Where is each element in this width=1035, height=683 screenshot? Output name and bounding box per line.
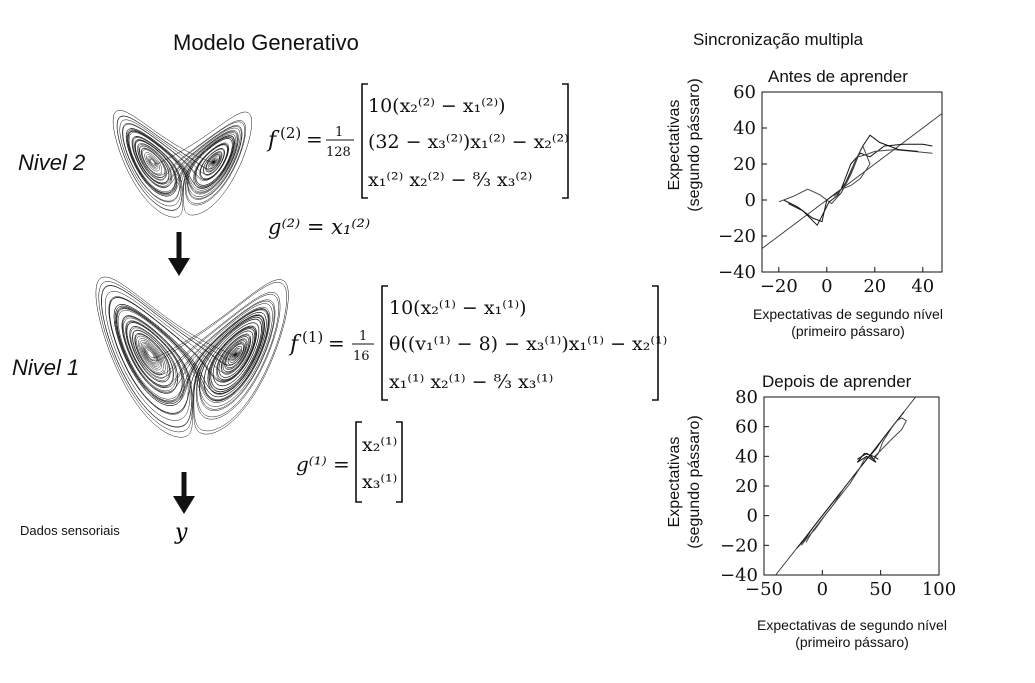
y-tick-label: 60 bbox=[735, 417, 758, 438]
f2-row-3: x₁⁽²⁾ x₂⁽²⁾ − ⁸⁄₃ x₃⁽²⁾ bbox=[368, 169, 532, 191]
x-tick-label: 20 bbox=[863, 276, 886, 297]
y-tick-label: 80 bbox=[735, 387, 758, 408]
level-2-label: Nivel 2 bbox=[18, 150, 86, 175]
plot-2-xlabel-line-1: Expectativas de segundo nível bbox=[757, 617, 947, 633]
x-tick-label: 40 bbox=[911, 276, 934, 297]
equation-f1: f (1) = 1 16 10(x₂⁽¹⁾ − x₁⁽¹⁾) θ((v₁⁽¹⁾ … bbox=[288, 285, 667, 401]
y-tick-label: −40 bbox=[720, 565, 758, 586]
x-tick-label: −50 bbox=[745, 579, 783, 600]
plot-2-ylabel-line-1: Expectativas bbox=[666, 436, 683, 528]
plot-2-after-learning: −50 0 50 100 −40 −20 0 20 40 60 80 bbox=[720, 387, 956, 600]
plot-1-xlabel-line-2: (primeiro pássaro) bbox=[791, 323, 905, 339]
y-tick-label: 0 bbox=[747, 506, 758, 527]
identity-line bbox=[762, 113, 942, 250]
series-line-2 bbox=[800, 417, 907, 546]
equation-f2: f (2) = 1 128 10(x₂⁽²⁾ − x₁⁽²⁾) (32 − x₃… bbox=[266, 83, 569, 199]
f2-row-1: 10(x₂⁽²⁾ − x₁⁽²⁾) bbox=[368, 95, 506, 117]
y-tick-label: 40 bbox=[735, 446, 758, 467]
f2-row-2: (32 − x₃⁽²⁾)x₁⁽²⁾ − x₂⁽²⁾ bbox=[368, 131, 569, 153]
x-tick-label: 0 bbox=[821, 276, 832, 297]
f1-row-2: θ((v₁⁽¹⁾ − 8) − x₃⁽¹⁾)x₁⁽¹⁾ − x₂⁽¹⁾ bbox=[389, 333, 667, 355]
plot-1-ylabel-line-2: (segundo pássaro) bbox=[686, 78, 703, 212]
x-tick-label: 100 bbox=[922, 579, 956, 600]
plot-2-title: Depois de aprender bbox=[762, 372, 912, 391]
f1-row-1: 10(x₂⁽¹⁾ − x₁⁽¹⁾) bbox=[389, 297, 527, 319]
series-line-2 bbox=[778, 149, 933, 205]
lorenz-attractor-level-2 bbox=[112, 110, 252, 218]
output-symbol: y bbox=[175, 520, 188, 545]
y-tick-label: 0 bbox=[745, 190, 756, 211]
equation-g1: g⁽¹⁾ = x₂⁽¹⁾ x₃⁽¹⁾ bbox=[296, 421, 403, 503]
svg-text:=: = bbox=[328, 331, 345, 355]
equation-g2: g⁽²⁾ = x₁⁽²⁾ bbox=[268, 215, 370, 239]
f2-frac-den: 128 bbox=[326, 145, 351, 160]
y-tick-label: −20 bbox=[720, 535, 758, 556]
attractor-trajectory bbox=[95, 276, 289, 438]
series-line-4 bbox=[805, 476, 854, 543]
plot-1-title: Antes de aprender bbox=[768, 67, 908, 86]
plot-2-ylabel-line-2: (segundo pássaro) bbox=[686, 415, 703, 549]
f1-lhs-sup: (1) bbox=[302, 328, 323, 346]
down-arrow-icon bbox=[173, 472, 195, 514]
plot-1-y-axis-label: Expectativas (segundo pássaro) bbox=[665, 70, 705, 220]
f1-frac-den: 16 bbox=[353, 349, 370, 364]
plot-area bbox=[775, 397, 917, 575]
plot-2-x-axis-label: Expectativas de segundo nível (primeiro … bbox=[722, 617, 982, 651]
page-title: Modelo Generativo bbox=[173, 30, 359, 55]
lorenz-attractor-level-1 bbox=[95, 276, 289, 438]
x-tick-label: −20 bbox=[760, 276, 798, 297]
f1-lhs: f bbox=[288, 332, 302, 357]
f2-frac-num: 1 bbox=[335, 125, 343, 140]
g1-row-2: x₃⁽¹⁾ bbox=[362, 471, 397, 493]
plot-area bbox=[762, 113, 942, 250]
down-arrow-icon bbox=[168, 232, 190, 276]
g1-lhs: g⁽¹⁾ = bbox=[296, 452, 350, 476]
plot-frame bbox=[763, 396, 940, 576]
y-tick-label: 40 bbox=[733, 118, 756, 139]
sensory-data-label: Dados sensoriais bbox=[20, 523, 120, 538]
series-line-3 bbox=[856, 452, 879, 463]
section-title: Sincronização multipla bbox=[693, 30, 864, 49]
level-1-label: Nivel 1 bbox=[12, 355, 80, 380]
f1-row-3: x₁⁽¹⁾ x₂⁽¹⁾ − ⁸⁄₃ x₃⁽¹⁾ bbox=[389, 371, 553, 393]
y-tick-label: 20 bbox=[735, 476, 758, 497]
y-tick-label: −40 bbox=[718, 262, 756, 283]
series-line-1 bbox=[783, 143, 933, 223]
f1-frac-num: 1 bbox=[359, 329, 367, 344]
svg-text:=: = bbox=[306, 127, 323, 151]
f2-lhs-sup: (2) bbox=[280, 124, 301, 142]
g1-row-1: x₂⁽¹⁾ bbox=[362, 434, 397, 456]
attractor-trajectory bbox=[112, 110, 252, 218]
y-tick-label: −20 bbox=[718, 226, 756, 247]
plot-1-ylabel-line-1: Expectativas bbox=[666, 99, 683, 191]
plot-frame bbox=[761, 91, 943, 273]
y-tick-label: 20 bbox=[733, 154, 756, 175]
x-tick-label: 0 bbox=[817, 579, 828, 600]
plot-2-xlabel-line-2: (primeiro pássaro) bbox=[795, 634, 909, 650]
f2-lhs: f bbox=[266, 128, 280, 153]
g2-equation: g⁽²⁾ = x₁⁽²⁾ bbox=[268, 215, 370, 239]
y-tick-label: 60 bbox=[733, 82, 756, 103]
plot-1-x-axis-label: Expectativas de segundo nível (primeiro … bbox=[718, 306, 978, 340]
series-line-4 bbox=[831, 144, 871, 201]
plot-1-xlabel-line-1: Expectativas de segundo nível bbox=[753, 306, 943, 322]
x-tick-label: 50 bbox=[869, 579, 892, 600]
plot-2-y-axis-label: Expectativas (segundo pássaro) bbox=[665, 407, 705, 557]
